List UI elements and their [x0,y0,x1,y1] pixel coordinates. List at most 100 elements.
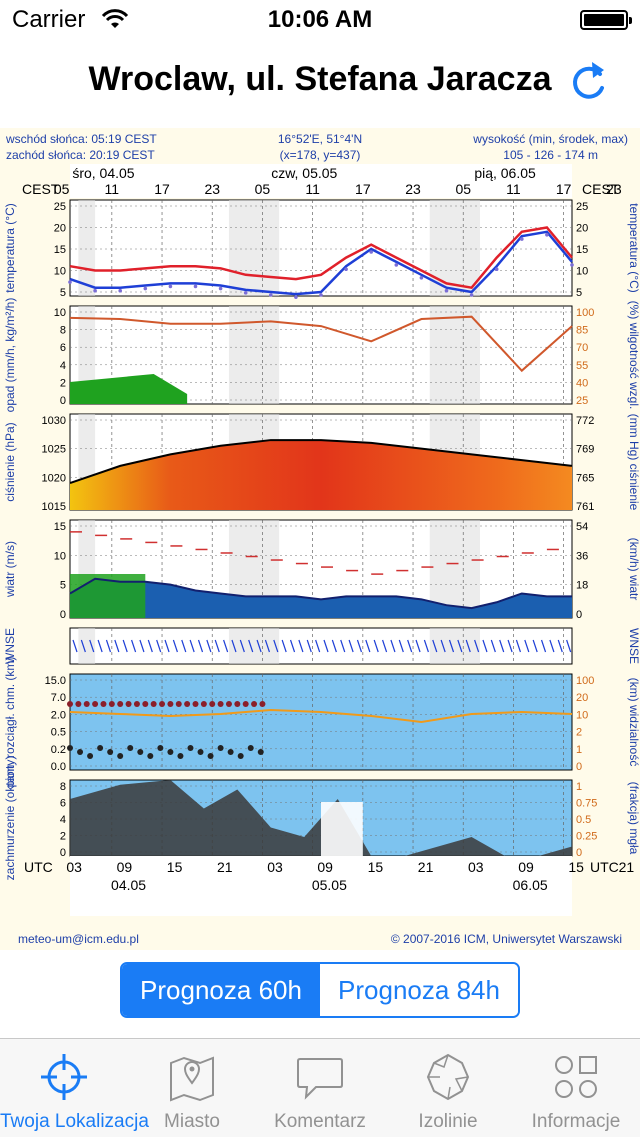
footer-email[interactable]: meteo-um@icm.edu.pl [18,932,139,946]
wind-direction-arrow [231,639,237,653]
pressure-area [70,440,572,510]
tab-komentarz[interactable]: Komentarz [256,1039,384,1137]
meteogram-chart: wschód słońca: 05:19 CEST zachód słońca:… [0,128,640,950]
forecast-60h-button[interactable]: Prognoza 60h [122,964,320,1016]
dewpoint-point [118,288,122,293]
wind-direction-arrow [499,639,505,653]
dewpoint-point [218,286,223,291]
wind-direction-arrow [306,639,312,653]
forecast-84h-button[interactable]: Prognoza 84h [320,964,518,1016]
wind-direction-arrow [80,639,86,653]
top-hour-label: 05 [255,181,271,197]
status-time: 10:06 AM [267,6,373,33]
wind-direction-arrow [256,639,262,653]
cloud-base-dot [137,749,144,755]
left-axis-title: WNSE [3,628,17,664]
right-tick-label: 0 [576,847,582,859]
right-tick-label: 772 [576,415,594,427]
wind-direction-arrow [315,639,321,653]
wind-direction-arrow [515,639,522,653]
right-tick-label: 10 [576,709,588,721]
bottom-hour-label: 21 [217,859,233,875]
left-tick-label: 15 [54,244,66,256]
tab-informacje[interactable]: Informacje [512,1039,640,1137]
cloud-top-dot [200,701,207,707]
tab-label: Izolinie [418,1111,478,1132]
left-tick-label: 8 [60,325,66,337]
isoline-icon [426,1053,470,1101]
top-hour-label: 11 [506,181,521,197]
cloud-top-dot [142,701,149,707]
cloud-base-dot [197,749,204,755]
top-hour-label: 17 [556,181,572,197]
left-axis-title: zachmurzenie (oktanty) [3,756,17,881]
right-tick-label: 25 [576,201,588,213]
dewpoint-point [143,286,148,291]
wind-direction-arrow [490,639,496,653]
right-tick-label: 54 [576,521,588,533]
tab-izolinie[interactable]: Izolinie [384,1039,512,1137]
tab-label: Informacje [531,1111,621,1132]
right-tick-label: 0.5 [576,814,591,826]
dewpoint-point [193,284,198,289]
footer-copyright: © 2007-2016 ICM, Uniwersytet Warszawski [391,932,622,946]
right-tick-label: 55 [576,360,588,372]
sunrise-text: wschód słońca: 05:19 CEST [5,132,157,146]
tab-twoja-lokalizacja[interactable]: Twoja Lokalizacja [0,1039,149,1137]
wind-direction-arrow [264,639,271,653]
tab-miasto[interactable]: Miasto [128,1039,256,1137]
bottom-hour-label: 15 [368,859,384,875]
right-tick-label: 761 [576,501,594,513]
night-band [429,306,480,404]
cloud-base-dot [227,749,234,755]
top-hour-label: 17 [355,181,371,197]
dewpoint-point [520,237,524,241]
cloud-top-dot [234,701,241,707]
cloud-base-dot [127,745,134,751]
cloud-base-dot [257,749,264,755]
wind-area [70,578,572,618]
pressure-line [69,439,573,485]
refresh-icon[interactable] [564,58,612,106]
cloud-base-dot [107,749,114,755]
fog-white-area [321,802,363,856]
cloud-top-dot [167,701,174,707]
wind-direction-arrow [105,639,112,653]
wifi-icon [101,9,129,28]
top-hour-label: 23 [606,181,622,197]
right-tick-label: 10 [576,266,588,278]
geo-coords: 16°52'E, 51°4'N [278,132,362,146]
bottom-day-label: 04.05 [111,877,146,893]
dewpoint-point [344,267,348,271]
left-tick-label: 0 [60,395,66,407]
cloud-top-dot [75,701,82,707]
top-hour-label: 11 [105,181,120,197]
cloud-top-dot [251,701,258,707]
left-tick-label: 6 [60,342,66,354]
dewpoint-point [168,284,173,289]
right-tick-label: 70 [576,342,588,354]
cloud-base-dot [167,749,174,755]
left-tick-label: 6 [60,798,66,810]
right-tick-label: 2 [576,727,582,739]
wind-direction-arrow [239,639,245,653]
panel-4: WNSE WNSE [3,627,640,665]
right-tick-label: 100 [576,675,594,687]
night-band [228,628,280,664]
right-tick-label: 100 [576,307,594,319]
wind-direction-arrow [147,639,153,653]
cloud-top-dot [192,701,199,707]
cloud-base-dot [117,753,124,759]
wind-direction-arrow [457,639,463,653]
wind-direction-arrow [189,639,195,653]
wind-direction-arrow [448,639,455,653]
tab-bar: Twoja Lokalizacja Miasto Komentarz Izoli… [0,1038,640,1137]
wind-direction-arrow [206,639,212,653]
right-tick-label: 20 [576,223,588,235]
bottom-hour-label: 03 [468,859,484,875]
dewpoint-line [69,230,573,296]
dewpoint-point [68,280,72,284]
tab-label: Miasto [164,1111,220,1132]
left-tick-label: 4 [60,360,66,372]
cloud-base-dot [147,753,154,759]
